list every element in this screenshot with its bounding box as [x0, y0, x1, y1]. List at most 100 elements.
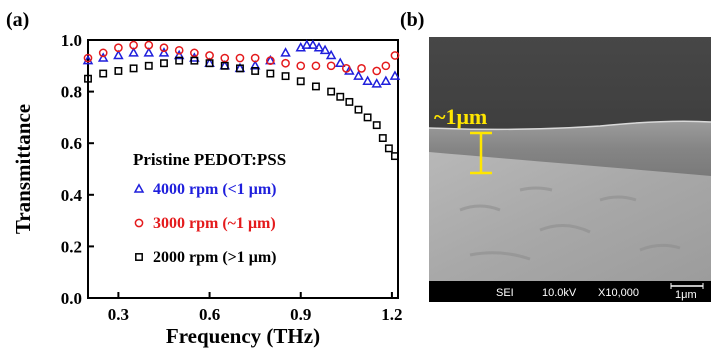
legend-title: Pristine PEDOT:PSS — [133, 150, 286, 169]
data-point-circle — [281, 58, 290, 68]
x-tick-label: 0.6 — [199, 305, 220, 324]
sem-info-bar — [429, 281, 711, 302]
data-point-circle — [98, 48, 108, 58]
data-point-square — [296, 77, 305, 86]
legend-marker-triangle — [133, 183, 145, 193]
legend: Pristine PEDOT:PSS 4000 rpm (<1 μm) 3000 … — [133, 150, 286, 266]
data-point-triangle — [344, 65, 355, 75]
plot-frame — [87, 39, 399, 299]
sem-film-layer — [429, 121, 711, 176]
data-point-triangle — [353, 70, 364, 80]
data-point-triangle — [313, 41, 325, 52]
data-point-triangle — [173, 49, 185, 60]
data-point-circle — [144, 40, 154, 50]
data-point-square — [236, 64, 244, 73]
data-point-square — [251, 67, 260, 75]
sem-texture — [459, 186, 681, 261]
sem-magnification: X10,000 — [598, 287, 639, 299]
data-point-circle — [159, 43, 169, 53]
data-point-circle — [390, 51, 400, 60]
data-point-triangle — [301, 39, 313, 49]
data-point-square — [345, 97, 354, 106]
data-point-square — [327, 87, 336, 96]
data-point-square — [190, 56, 199, 65]
data-point-square — [378, 134, 387, 142]
transmittance-chart: 0.0 0.2 0.4 0.6 0.8 1.0 0.3 0.6 0.9 1.2 Frequenc… — [11, 31, 403, 348]
data-point-triangle — [362, 75, 373, 86]
series-layer — [82, 39, 401, 161]
data-point-circle — [83, 53, 93, 63]
series-triangle — [82, 39, 401, 88]
y-tick-label: 0.6 — [61, 134, 82, 153]
data-point-triangle — [380, 75, 392, 86]
data-point-circle — [235, 53, 245, 63]
series-square — [84, 56, 399, 161]
data-point-triangle — [158, 47, 170, 57]
x-axis-title: Frequency (THz) — [166, 324, 320, 348]
x-tick-label: 0.9 — [290, 305, 311, 324]
data-point-triangle — [325, 49, 337, 60]
y-axis-title: Transmittance — [11, 104, 35, 234]
panel-b-label: (b) — [400, 9, 424, 31]
data-point-square — [220, 61, 229, 70]
y-tick-label: 0.0 — [61, 289, 82, 308]
data-point-circle — [311, 61, 321, 71]
y-tick-label: 1.0 — [61, 31, 82, 50]
data-point-circle — [296, 61, 306, 71]
y-tick-label: 0.4 — [61, 186, 83, 205]
data-point-triangle — [371, 78, 383, 88]
data-point-triangle — [143, 47, 155, 57]
data-point-square — [372, 121, 381, 130]
data-point-triangle — [128, 47, 139, 57]
data-point-triangle — [82, 54, 94, 65]
data-point-square — [84, 74, 92, 83]
data-point-square — [205, 59, 214, 68]
data-point-circle — [381, 61, 391, 71]
data-point-circle — [250, 53, 260, 63]
series-circle — [83, 40, 400, 76]
data-point-circle — [372, 66, 382, 76]
x-tick-label: 0.3 — [108, 305, 129, 324]
data-point-triangle — [249, 60, 261, 70]
sem-film-edge — [428, 120, 712, 131]
data-point-circle — [129, 40, 138, 50]
legend-entry: 2000 rpm (>1 μm) — [153, 249, 277, 266]
data-point-circle — [190, 48, 199, 58]
legend-entry: 3000 rpm (~1 μm) — [153, 215, 276, 232]
x-tick-label: 1.2 — [381, 305, 402, 324]
data-point-triangle — [389, 70, 401, 80]
sem-image: ~1μm SEI 10.0kV X10,000 1μm — [428, 37, 712, 302]
data-point-circle — [341, 64, 351, 73]
data-point-circle — [266, 56, 275, 65]
data-point-circle — [205, 51, 214, 60]
data-point-circle — [326, 61, 336, 71]
panel-a-label: (a) — [6, 9, 29, 31]
data-point-square — [129, 64, 138, 73]
data-point-circle — [220, 53, 230, 63]
data-point-circle — [114, 43, 123, 53]
data-point-triangle — [319, 44, 331, 55]
data-point-square — [336, 92, 345, 101]
sem-detector: SEI — [496, 287, 514, 299]
data-point-circle — [357, 64, 366, 73]
data-point-square — [160, 59, 168, 68]
data-point-triangle — [97, 52, 109, 62]
data-point-square — [281, 72, 290, 81]
y-tick-label: 0.2 — [61, 237, 82, 256]
legend-entry: 4000 rpm (<1 μm) — [153, 181, 277, 198]
data-point-circle — [174, 45, 184, 55]
sem-scale-label: 1μm — [675, 289, 697, 301]
x-axis-ticks: 0.3 0.6 0.9 1.2 — [108, 292, 403, 324]
data-point-square — [175, 56, 184, 65]
thickness-marker — [470, 131, 492, 175]
data-point-triangle — [113, 49, 124, 60]
thickness-annotation: ~1μm — [434, 104, 487, 129]
data-point-square — [266, 69, 275, 78]
data-point-square — [384, 144, 393, 153]
legend-marker-circle — [134, 218, 144, 228]
y-axis-ticks: 0.0 0.2 0.4 0.6 0.8 1.0 — [61, 31, 94, 308]
data-point-triangle — [280, 47, 291, 57]
sem-voltage: 10.0kV — [542, 287, 577, 299]
data-point-triangle — [334, 57, 346, 67]
